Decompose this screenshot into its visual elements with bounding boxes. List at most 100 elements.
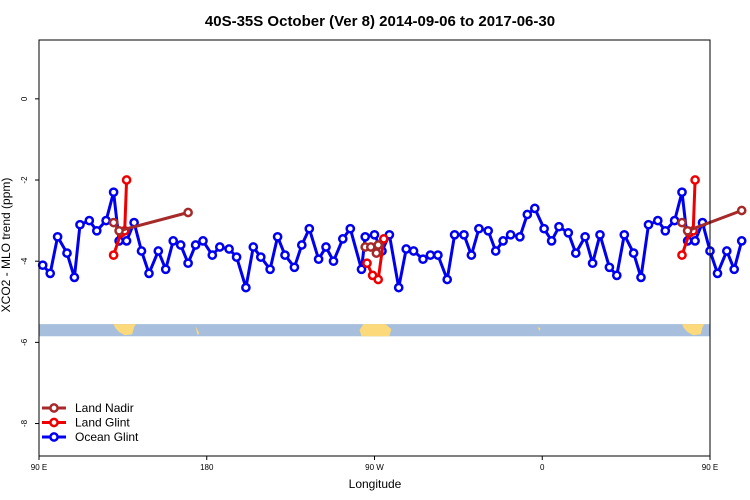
ocean-glint-point (248, 242, 259, 252)
ocean-glint-point (91, 225, 102, 236)
ocean-glint-point (408, 246, 419, 256)
ocean-glint-point (522, 209, 533, 220)
x-axis-label: Longitude (349, 477, 402, 491)
map-land-patch (195, 326, 200, 336)
ocean-glint-point (563, 227, 574, 238)
ocean-glint-point (498, 236, 508, 246)
ocean-glint-point (144, 268, 154, 279)
ocean-glint-point (580, 231, 590, 242)
ocean-glint-point (529, 203, 540, 214)
ocean-glint-point (360, 231, 371, 242)
ocean-glint-point (490, 246, 501, 256)
ocean-glint-point (136, 246, 147, 256)
ocean-glint-point (328, 256, 339, 267)
ocean-glint-point (619, 229, 630, 240)
ocean-glint-point (101, 215, 111, 226)
ocean-glint-point (474, 223, 484, 234)
ocean-glint-point (369, 229, 380, 240)
ocean-glint-point (265, 264, 275, 275)
ocean-glint-point (425, 250, 436, 260)
y-tick-label: -4 (20, 257, 29, 265)
land-glint-point (121, 175, 132, 185)
land-nadir-point (114, 225, 124, 236)
legend-marker (49, 403, 59, 413)
legend-label: Land Nadir (75, 401, 134, 415)
land-nadir-point (682, 225, 693, 236)
ocean-glint-point (505, 229, 516, 240)
ocean-glint-point (304, 223, 315, 234)
series-lines (37, 175, 747, 293)
x-tick-label: 90 E (31, 463, 47, 472)
ocean-glint-point (401, 244, 412, 254)
y-tick-label: -6 (20, 338, 29, 346)
ocean-glint-point (62, 248, 72, 258)
land-glint-point (362, 258, 372, 269)
ocean-glint-point (595, 229, 605, 240)
ocean-glint-point (241, 282, 251, 293)
ocean-glint-point (449, 229, 460, 240)
ocean-glint-point (570, 248, 581, 258)
ocean-glint-point (466, 250, 477, 260)
map-land-patch (359, 324, 392, 337)
ocean-glint-point (677, 187, 687, 198)
ocean-glint-point (214, 242, 225, 252)
land-glint-point (690, 175, 700, 185)
ocean-glint-point (337, 234, 348, 244)
y-tick-label: -2 (20, 176, 29, 184)
land-nadir-point (736, 205, 747, 216)
map-land-patch (682, 324, 705, 336)
land-nadir-point (677, 217, 687, 228)
ocean-glint-point (296, 240, 307, 250)
ocean-glint-point (652, 215, 663, 226)
y-tick-label: 0 (20, 96, 29, 101)
legend-marker (49, 432, 59, 442)
chart-title: 40S-35S October (Ver 8) 2014-09-06 to 20… (205, 13, 555, 30)
ocean-glint-point (459, 229, 469, 240)
ocean-glint-point (75, 219, 85, 230)
ocean-glint-point (587, 258, 598, 269)
land-glint-point (677, 250, 687, 260)
ocean-glint-point (272, 231, 283, 242)
y-axis: 0 -2 -4 -6 -8 (20, 96, 39, 427)
ocean-glint-point (483, 225, 494, 236)
ocean-glint-point (37, 260, 48, 271)
legend-marker (49, 417, 59, 428)
ocean-glint-point (175, 240, 186, 250)
ocean-glint-point (190, 240, 201, 250)
ocean-glint-point (433, 250, 443, 260)
map-land-patch (537, 327, 541, 332)
ocean-glint-point (280, 250, 290, 260)
ocean-glint-point (669, 215, 680, 226)
land-glint-point (373, 274, 384, 285)
x-tick-label: 90 E (702, 463, 718, 472)
ocean-glint-point (198, 236, 208, 246)
ocean-glint-point (321, 242, 331, 252)
ocean-glint-point (121, 236, 132, 246)
ocean-glint-point (636, 272, 646, 283)
ocean-glint-point (442, 274, 453, 285)
land-nadir-point (108, 217, 119, 228)
ocean-glint-point (231, 252, 242, 262)
ocean-glint-point (546, 236, 557, 246)
ocean-glint-point (84, 215, 95, 226)
ocean-glint-point (52, 231, 63, 242)
ocean-glint-point (690, 236, 700, 246)
ocean-glint-point (255, 252, 266, 262)
map-land-patch (113, 324, 136, 336)
y-axis-label: XCO2 - MLO trend (ppm) (0, 178, 13, 313)
ocean-glint-point (108, 187, 119, 198)
land-nadir-point (371, 248, 382, 258)
ocean-glint-point (554, 221, 564, 232)
ocean-glint-point (345, 223, 356, 234)
ocean-glint-point (712, 268, 723, 279)
ocean-glint-point (418, 254, 428, 265)
ocean-glint-point (628, 248, 639, 258)
ocean-glint-point (168, 236, 179, 246)
ocean-glint-point (160, 264, 171, 275)
map-strip (39, 324, 710, 337)
ocean-glint-point (721, 246, 732, 256)
ocean-glint-point (45, 268, 56, 279)
